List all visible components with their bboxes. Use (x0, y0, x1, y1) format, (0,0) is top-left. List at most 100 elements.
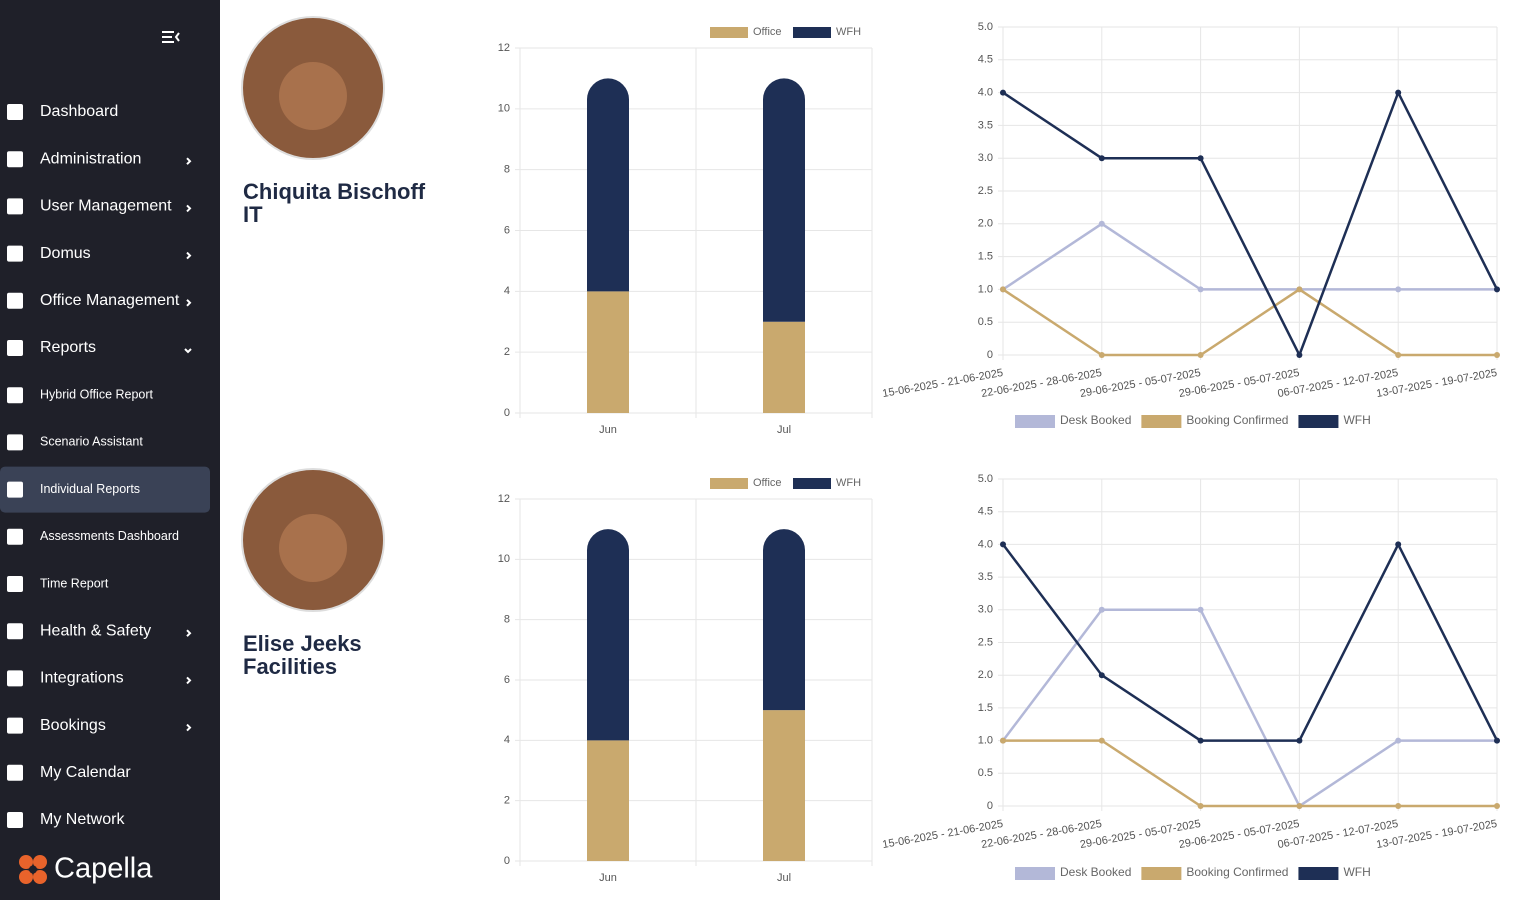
menu-toggle[interactable] (162, 31, 180, 43)
line-point (1494, 352, 1500, 358)
y-tick-label: 12 (498, 493, 510, 505)
y-tick-label: 0 (504, 855, 510, 867)
menu-item[interactable]: Scenario Assistant (7, 434, 143, 451)
person-department: Facilities (243, 654, 337, 679)
menu-item[interactable]: Assessments Dashboard (7, 528, 179, 545)
menu-item[interactable]: My Calendar (7, 764, 131, 781)
legend-swatch (1298, 415, 1339, 428)
menu-icon (7, 245, 23, 262)
y-tick-label: 4.5 (978, 506, 993, 518)
y-tick-label: 10 (498, 553, 510, 565)
legend-swatch (793, 27, 831, 38)
line-point (1098, 155, 1105, 162)
y-tick-label: 2 (504, 795, 510, 807)
legend-label: Office (753, 477, 782, 489)
line-series (1002, 287, 1497, 357)
menu-item[interactable]: Reports (7, 339, 192, 356)
menu-label: Reports (40, 339, 96, 356)
line-point (1395, 541, 1402, 548)
line-point (1395, 737, 1402, 744)
line-point (1000, 541, 1006, 548)
y-tick-label: 12 (498, 42, 510, 54)
menu-item[interactable]: Health & Safety (7, 622, 192, 639)
bar-segment (763, 321, 805, 413)
menu-item[interactable]: My Network (7, 811, 125, 828)
menu-label: Integrations (40, 670, 124, 687)
line-point (1197, 737, 1204, 744)
line-series (1002, 89, 1499, 359)
menu-icon (7, 481, 23, 498)
menu-icon (7, 717, 23, 734)
line-series (1002, 222, 1497, 291)
legend-label: Desk Booked (1060, 865, 1131, 879)
legend-label: Booking Confirmed (1186, 865, 1288, 879)
menu-item[interactable]: Dashboard (7, 103, 118, 120)
y-tick-label: 8 (504, 614, 510, 626)
line-point (1197, 606, 1204, 613)
menu-icon (7, 764, 23, 781)
legend-label: WFH (1343, 865, 1370, 879)
menu-label: Administration (40, 150, 141, 167)
person-name: Chiquita Bischoff (243, 179, 426, 204)
line-point (1395, 286, 1402, 293)
line-point (1197, 803, 1204, 809)
line-point (1197, 352, 1204, 358)
active-highlight (0, 466, 210, 513)
line-point (1296, 352, 1303, 358)
legend-swatch (1015, 415, 1055, 428)
line-series (1003, 739, 1497, 808)
y-tick-label: 2.5 (978, 636, 993, 648)
menu-item[interactable]: Individual Reports (0, 466, 210, 513)
line-point (1098, 737, 1105, 744)
line-point (1098, 672, 1105, 679)
chevron-down (184, 348, 192, 354)
x-tick-label: Jul (777, 424, 791, 436)
menu-label: Scenario Assistant (40, 435, 143, 449)
menu-icon (7, 198, 23, 215)
brand-logo (19, 855, 47, 884)
line-point (1296, 737, 1303, 744)
menu-label: Hybrid Office Report (40, 387, 154, 401)
menu-label: User Management (40, 198, 172, 215)
y-tick-label: 4 (504, 285, 510, 297)
menu-item[interactable]: Domus (7, 245, 192, 262)
line-series (1002, 608, 1497, 808)
menu-icon (7, 812, 23, 828)
line-point (1000, 737, 1006, 744)
line-point (1098, 352, 1105, 358)
menu-label: My Network (40, 811, 125, 828)
chevron-right (186, 204, 192, 213)
legend-swatch (1015, 867, 1055, 880)
person-department: IT (243, 202, 263, 227)
avatar-face (279, 62, 347, 130)
y-tick-label: 2.0 (978, 218, 993, 230)
menu-label: Office Management (40, 292, 180, 309)
menu-item[interactable]: Bookings (7, 717, 192, 734)
y-tick-label: 4.5 (978, 54, 993, 66)
line-point (1000, 286, 1006, 293)
chevron-right (186, 157, 192, 165)
y-tick-label: 4.0 (978, 87, 993, 99)
legend-label: WFH (836, 26, 861, 38)
menu-label: Individual Reports (40, 482, 140, 496)
menu-item[interactable]: Hybrid Office Report (7, 387, 154, 404)
menu-label: Assessments Dashboard (40, 529, 179, 543)
y-tick-label: 6 (504, 674, 510, 686)
line-series (1002, 541, 1499, 742)
menu-icon (7, 576, 23, 592)
menu-item[interactable]: Time Report (7, 576, 109, 592)
y-tick-label: 2.0 (978, 669, 993, 681)
menu-icon (7, 151, 23, 168)
menu-item[interactable]: User Management (7, 198, 192, 215)
menu-icon (7, 292, 23, 309)
menu-item[interactable]: Office Management (7, 292, 192, 309)
line-point (1197, 155, 1204, 162)
menu-item[interactable]: Integrations (7, 670, 192, 687)
x-tick-label: Jun (599, 872, 617, 884)
menu-item[interactable]: Administration (7, 150, 192, 168)
y-tick-label: 5.0 (978, 21, 993, 33)
y-tick-label: 0.5 (978, 767, 993, 779)
bar-segment (763, 529, 805, 711)
y-tick-label: 1.0 (978, 735, 993, 747)
